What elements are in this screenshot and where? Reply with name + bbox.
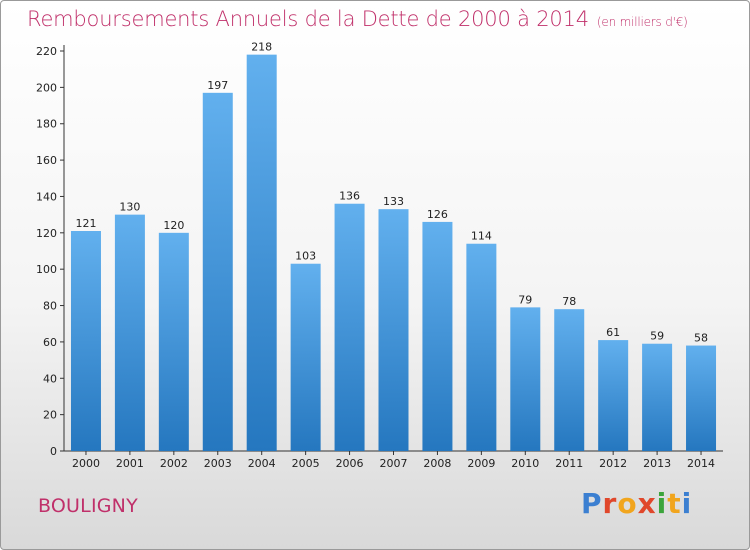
data-label: 58	[694, 332, 708, 345]
y-tick-label: 60	[43, 336, 57, 349]
y-tick-label: 80	[43, 300, 57, 313]
x-tick-label: 2000	[72, 457, 100, 470]
y-tick-label: 120	[36, 227, 57, 240]
data-label: 136	[339, 190, 360, 203]
bar	[246, 54, 277, 452]
bar	[202, 92, 233, 452]
data-label: 103	[295, 250, 316, 263]
y-tick-label: 200	[36, 81, 57, 94]
bar	[554, 309, 585, 451]
bar	[158, 232, 189, 451]
bar	[334, 203, 365, 451]
y-tick-label: 140	[36, 190, 57, 203]
bar	[290, 263, 321, 451]
data-label: 61	[606, 326, 620, 339]
x-tick-label: 2010	[511, 457, 539, 470]
bar	[510, 307, 541, 451]
x-tick-label: 2009	[467, 457, 495, 470]
bars: 121 130 120 197 218 103 136 133 126 114 79 78 61 59 58	[70, 41, 717, 452]
y-tick-label: 220	[36, 45, 57, 58]
data-label: 59	[650, 330, 664, 343]
data-label: 78	[562, 295, 576, 308]
y-tick-label: 40	[43, 372, 57, 385]
data-label: 114	[471, 230, 492, 243]
x-tick-label: 2003	[204, 457, 232, 470]
x-tick-label: 2011	[555, 457, 583, 470]
x-tick-label: 2013	[643, 457, 671, 470]
bar	[642, 343, 673, 451]
y-tick-label: 100	[36, 263, 57, 276]
bar	[422, 221, 453, 451]
x-tick-label: 2004	[248, 457, 276, 470]
data-label: 79	[518, 293, 532, 306]
bar	[466, 243, 497, 451]
data-label: 120	[163, 219, 184, 232]
bar	[114, 214, 145, 451]
data-label: 126	[427, 208, 448, 221]
x-tick-label: 2014	[687, 457, 715, 470]
y-tick-label: 180	[36, 118, 57, 131]
data-label: 121	[75, 217, 96, 230]
data-label: 130	[119, 201, 140, 214]
data-label: 197	[207, 79, 228, 92]
chart-subtitle: (en milliers d'€)	[596, 15, 688, 29]
data-label: 133	[383, 195, 404, 208]
y-tick-label: 160	[36, 154, 57, 167]
y-tick-label: 0	[50, 445, 57, 458]
x-tick-label: 2006	[336, 457, 364, 470]
bar	[686, 345, 717, 451]
axes: 0 20 40 60 80 100 120 140 160 180 200 220 2000 2001 20…	[36, 45, 723, 470]
bar	[378, 209, 409, 451]
x-tick-label: 2008	[423, 457, 451, 470]
proxiti-logo: Proxiti	[581, 487, 693, 520]
bar	[598, 340, 629, 451]
x-tick-label: 2002	[160, 457, 188, 470]
y-tick-label: 20	[43, 409, 57, 422]
x-tick-label: 2007	[380, 457, 408, 470]
bar	[70, 231, 101, 451]
data-label: 218	[251, 41, 272, 54]
x-tick-label: 2012	[599, 457, 627, 470]
x-tick-label: 2001	[116, 457, 144, 470]
chart-title: Remboursements Annuels de la Dette de 20…	[27, 7, 688, 31]
chart-title-text: Remboursements Annuels de la Dette de 20…	[27, 7, 589, 31]
x-tick-label: 2005	[292, 457, 320, 470]
commune-name: BOULIGNY	[38, 495, 138, 517]
